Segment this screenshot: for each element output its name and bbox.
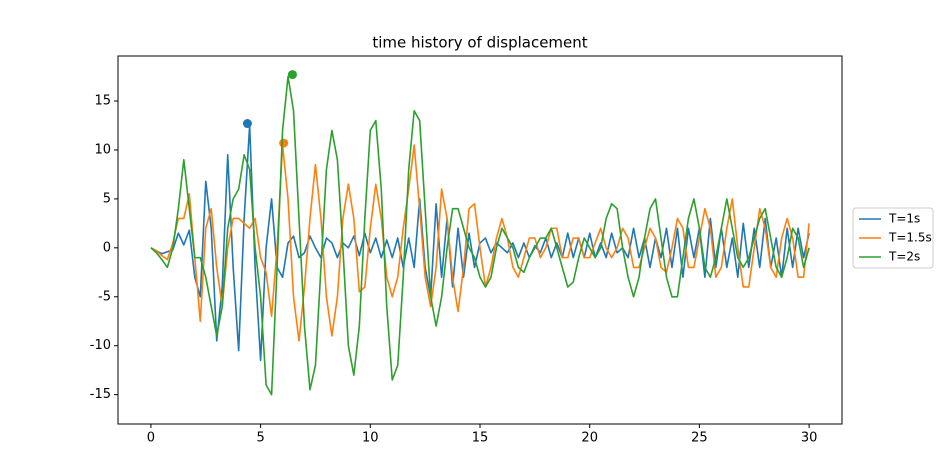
y-tick-label: 5: [103, 191, 111, 206]
plot-frame: [117, 55, 843, 425]
legend-label: T=2s: [888, 250, 920, 264]
legend-label: T=1s: [888, 212, 920, 226]
y-tick-label: 10: [94, 142, 111, 157]
chart-title: time history of displacement: [372, 34, 587, 52]
y-tick-label: -10: [90, 338, 111, 353]
peak-marker: [279, 138, 289, 148]
y-tick-label: -5: [98, 289, 111, 304]
x-tick-label: 30: [801, 431, 818, 446]
x-tick-label: 25: [691, 431, 708, 446]
y-tick-label: 15: [94, 94, 111, 109]
x-tick-label: 15: [472, 431, 489, 446]
x-tick-label: 5: [256, 431, 264, 446]
peak-marker: [242, 119, 252, 129]
peak-marker: [287, 70, 297, 80]
legend-box: [852, 207, 934, 269]
x-tick-label: 20: [581, 431, 598, 446]
y-tick-label: -15: [90, 387, 111, 402]
y-tick-label: 0: [103, 240, 111, 255]
legend-label: T=1.5s: [888, 231, 932, 245]
x-tick-label: 10: [362, 431, 379, 446]
series-line: [150, 144, 810, 342]
series-line: [150, 75, 810, 396]
x-tick-label: 0: [147, 431, 155, 446]
